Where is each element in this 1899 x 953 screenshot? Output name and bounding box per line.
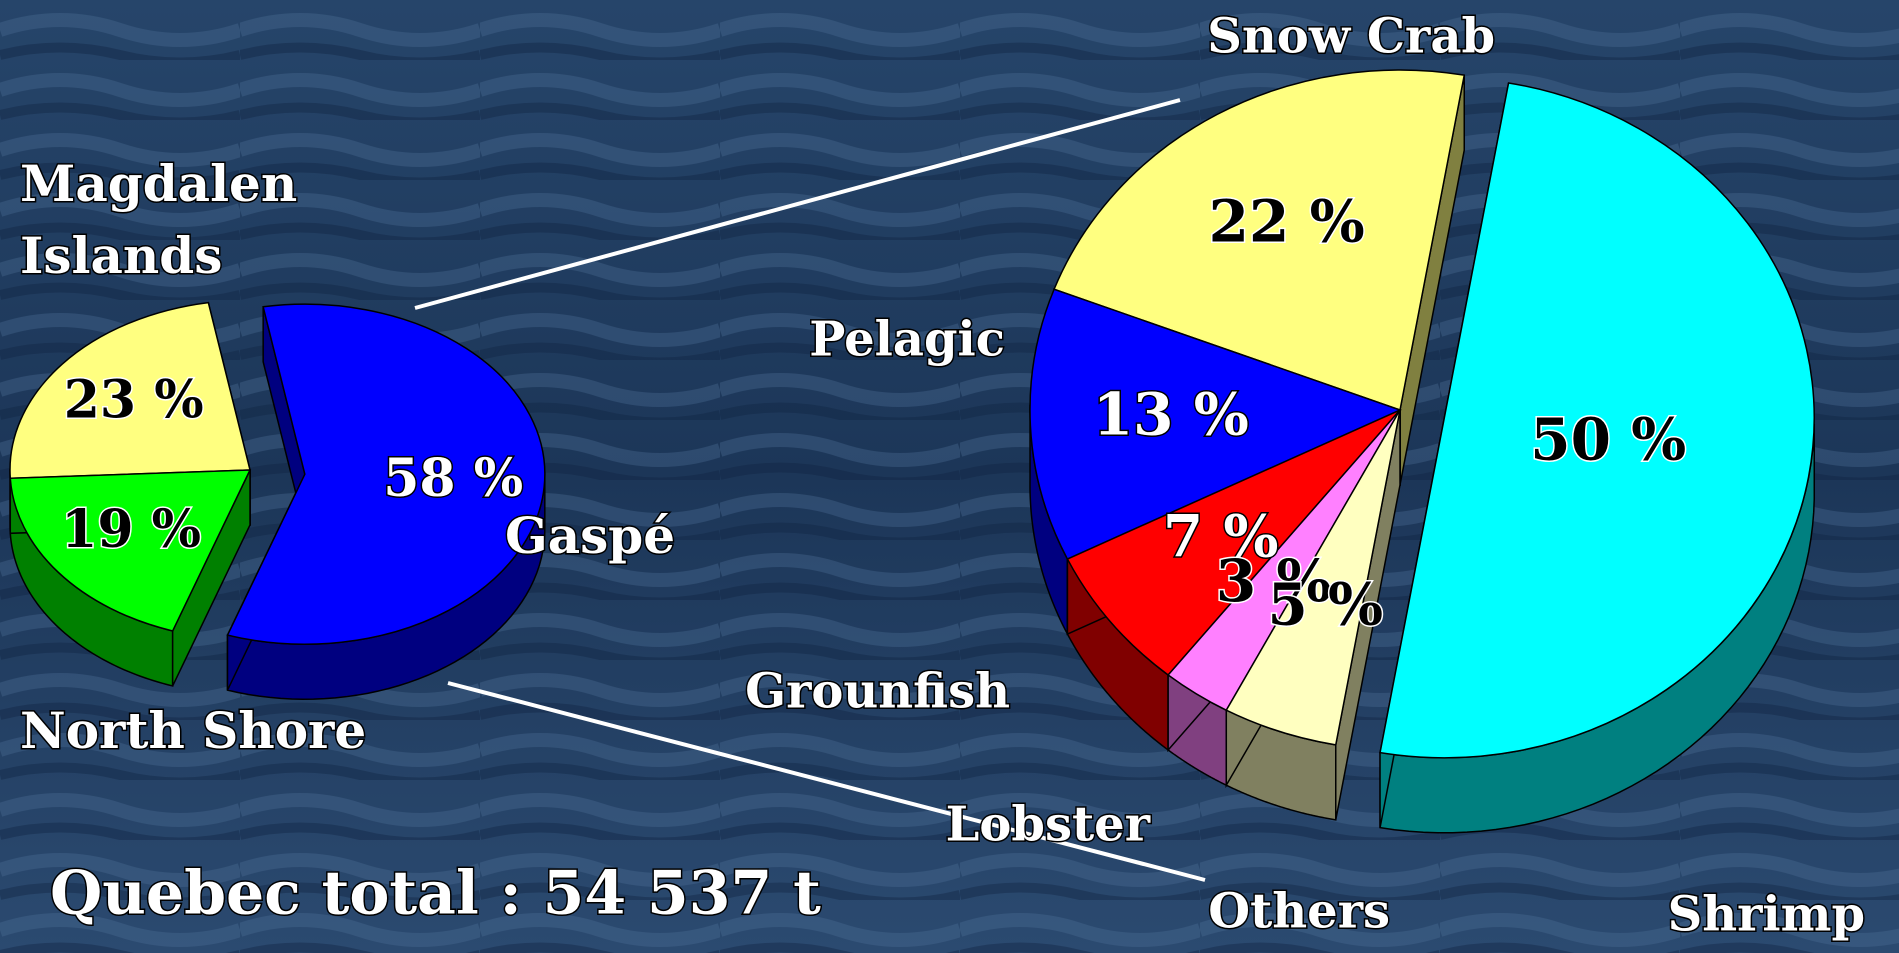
value-label: 7 % bbox=[1163, 503, 1279, 571]
category-label: Others bbox=[1208, 884, 1390, 940]
category-label: Grounfish bbox=[745, 664, 1010, 720]
category-label: North Shore bbox=[20, 701, 366, 760]
category-label: Lobster bbox=[946, 797, 1151, 853]
category-label: Pelagic bbox=[809, 312, 1005, 368]
connector-line bbox=[414, 98, 1181, 310]
slice bbox=[1225, 409, 1401, 746]
slice bbox=[9, 301, 251, 480]
value-label: 22 % bbox=[1209, 188, 1365, 256]
slice bbox=[9, 469, 252, 632]
category-label: Magdalen Islands bbox=[20, 154, 297, 285]
value-label: 58 % bbox=[383, 448, 523, 509]
value-label: 23 % bbox=[64, 370, 204, 431]
value-label: 3 % bbox=[1216, 547, 1332, 615]
value-label: 50 % bbox=[1530, 405, 1686, 473]
value-label: 19 % bbox=[61, 499, 201, 560]
footer-text: Quebec total : 54 537 t bbox=[50, 859, 821, 929]
connector-line bbox=[447, 681, 1206, 882]
slice bbox=[1379, 82, 1816, 759]
value-label: 5 % bbox=[1267, 570, 1383, 638]
category-label: Shrimp bbox=[1668, 887, 1865, 943]
slice bbox=[1066, 409, 1401, 676]
value-label: 13 % bbox=[1093, 381, 1249, 449]
category-label: Snow Crab bbox=[1207, 9, 1495, 65]
category-label: Gaspé bbox=[505, 506, 675, 565]
slice bbox=[1029, 288, 1403, 561]
slice bbox=[226, 303, 546, 645]
